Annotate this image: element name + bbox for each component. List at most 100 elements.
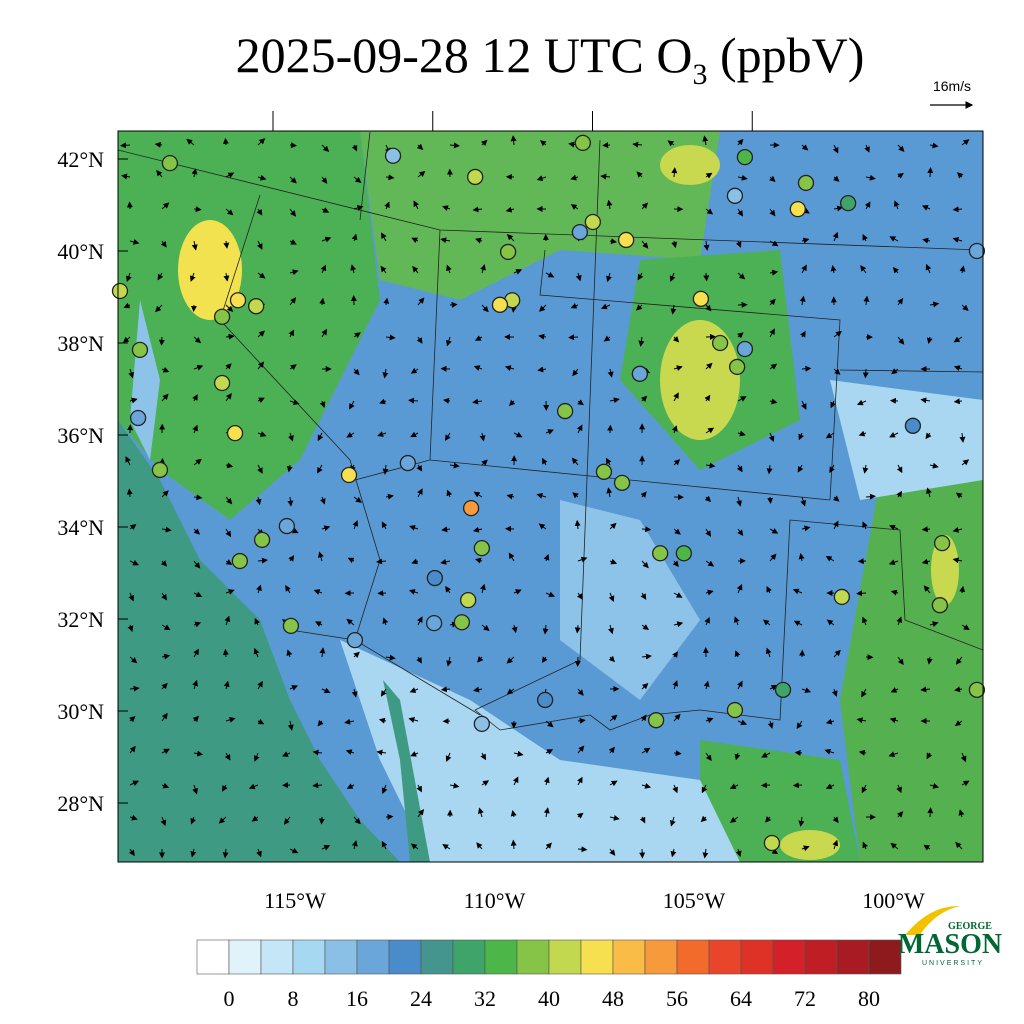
wind-arrow xyxy=(257,138,266,146)
wind-arrow xyxy=(381,232,387,242)
station xyxy=(253,531,271,549)
wind-arrow xyxy=(825,432,835,439)
wind-arrow xyxy=(829,464,835,474)
wind-arrow xyxy=(889,524,899,531)
wind-arrow xyxy=(600,173,611,180)
station xyxy=(453,614,471,631)
wind-arrow xyxy=(570,174,579,181)
wind-arrow xyxy=(412,265,419,274)
station xyxy=(426,569,444,587)
wind-arrow xyxy=(543,807,550,818)
wind-arrow xyxy=(889,717,899,724)
wind-arrow xyxy=(704,616,710,626)
wind-arrow xyxy=(737,138,744,146)
wind-arrow xyxy=(255,496,262,506)
wind-arrow xyxy=(927,807,934,818)
station xyxy=(346,632,364,649)
wind-arrow xyxy=(513,750,524,757)
wind-arrow xyxy=(609,780,618,787)
wind-arrow xyxy=(737,272,746,280)
wind-arrow xyxy=(896,464,903,474)
wind-arrow xyxy=(349,400,355,410)
wind-arrow xyxy=(545,749,554,755)
wind-arrow xyxy=(766,586,772,594)
wind-arrow xyxy=(669,272,676,282)
wind-arrow xyxy=(762,619,771,626)
wind-arrow xyxy=(600,303,611,310)
wind-arrow xyxy=(637,272,644,281)
wind-arrow xyxy=(191,168,198,178)
wind-arrow xyxy=(833,205,844,212)
wind-arrow xyxy=(954,686,963,693)
wind-arrow xyxy=(824,748,835,755)
station xyxy=(789,200,806,218)
wind-arrow xyxy=(161,653,171,660)
map-frame xyxy=(117,130,984,863)
wind-arrow xyxy=(702,135,709,146)
wind-arrow xyxy=(641,560,649,569)
wind-arrow xyxy=(253,752,260,762)
wind-arrow xyxy=(959,585,966,594)
wind-arrow xyxy=(417,488,423,498)
wind-arrow xyxy=(449,142,460,149)
wind-arrow xyxy=(925,432,932,440)
wind-arrow xyxy=(445,336,452,347)
wind-arrow xyxy=(472,206,483,213)
wind-arrow xyxy=(794,749,803,756)
wind-arrow xyxy=(705,528,712,537)
wind-arrow xyxy=(193,206,202,213)
wind-arrow xyxy=(160,816,167,827)
wind-arrow xyxy=(289,176,297,184)
colorbar-box xyxy=(228,939,262,975)
wind-arrow xyxy=(449,462,460,469)
wind-arrow xyxy=(769,553,777,562)
wind-arrow xyxy=(481,139,488,147)
wind-arrow xyxy=(542,624,549,635)
colorbar-box xyxy=(516,939,550,975)
wind-arrow xyxy=(705,427,715,434)
wind-arrow xyxy=(347,557,355,564)
station xyxy=(574,134,591,152)
station xyxy=(229,292,247,309)
colorbar-label: 64 xyxy=(730,986,752,1011)
wind-reference-label: 16m/s xyxy=(933,78,971,94)
station xyxy=(968,242,986,260)
wind-arrow xyxy=(251,815,259,822)
wind-arrow xyxy=(445,585,452,594)
lat-tick-label: 34°N xyxy=(57,515,104,540)
wind-arrow xyxy=(577,717,586,724)
wind-arrow xyxy=(155,304,163,313)
wind-arrow xyxy=(257,431,267,437)
wind-arrow xyxy=(856,590,867,597)
wind-arrow xyxy=(862,521,868,530)
wind-arrow xyxy=(801,400,807,410)
wind-arrow xyxy=(609,238,618,245)
wind-arrow xyxy=(572,492,579,499)
wind-arrow xyxy=(442,843,451,850)
wind-arrow xyxy=(606,487,613,498)
wind-arrow xyxy=(670,304,677,315)
wind-arrow xyxy=(511,624,518,634)
wind-arrow xyxy=(798,553,805,562)
wind-arrow xyxy=(506,233,515,242)
wind-arrow xyxy=(705,208,714,215)
wind-arrow xyxy=(800,330,806,338)
wind-arrow xyxy=(952,526,963,533)
wind-arrow xyxy=(193,750,204,757)
station xyxy=(499,243,517,261)
wind-arrow xyxy=(961,780,970,787)
wind-arrow xyxy=(833,175,840,182)
wind-arrow xyxy=(353,205,364,211)
station xyxy=(931,597,949,614)
wind-arrow xyxy=(225,528,232,538)
colorbar-label: 32 xyxy=(474,986,496,1011)
wind-arrow xyxy=(190,848,197,858)
wind-arrow xyxy=(225,496,233,505)
wind-arrow xyxy=(574,519,581,530)
wind-arrow xyxy=(769,208,776,217)
wind-arrow xyxy=(609,814,620,821)
wind-arrow xyxy=(831,688,838,697)
wind-arrow xyxy=(446,656,453,667)
lat-tick-label: 30°N xyxy=(57,699,104,724)
wind-arrow xyxy=(288,432,294,442)
